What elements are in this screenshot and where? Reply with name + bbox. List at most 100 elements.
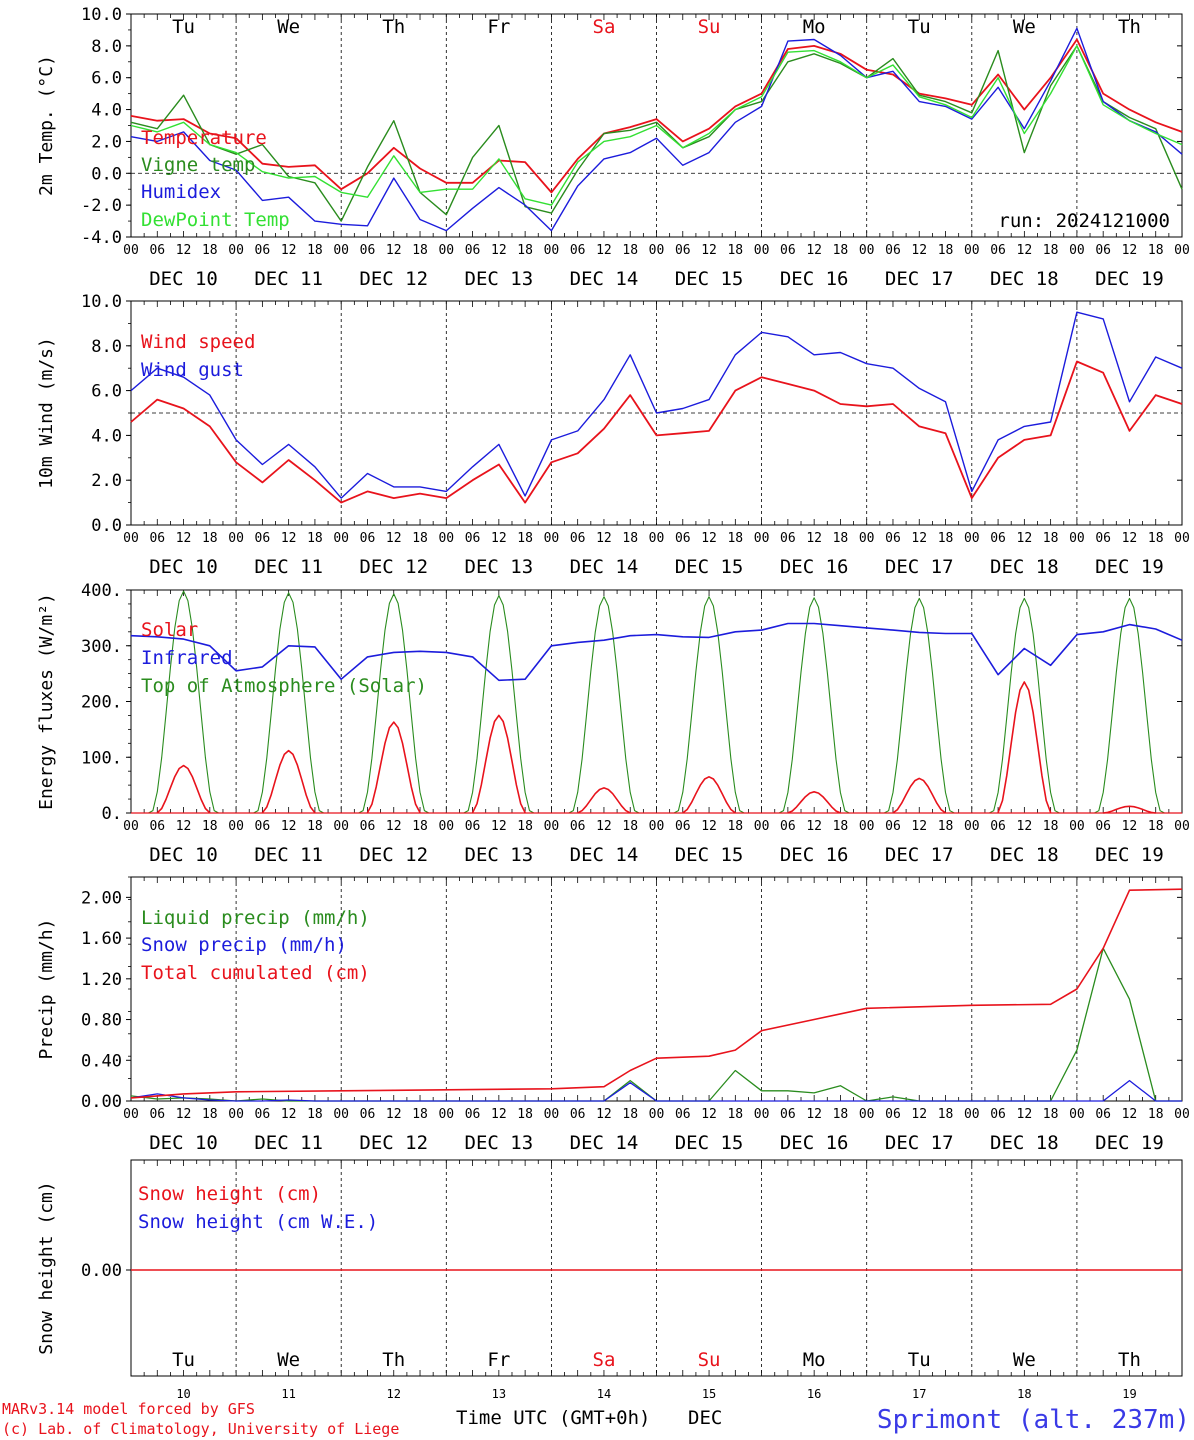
hour-tick-label: 12 [386,243,402,258]
station-label: Sprimont (alt. 237m) [877,1405,1190,1435]
hour-tick-label: 18 [1043,243,1059,258]
toa-bell [1094,597,1165,814]
y-axis-label: Precip (mm/h) [36,919,57,1060]
hour-tick-label: 00 [123,819,139,834]
date-label: DEC 13 [465,1132,534,1154]
y-tick-label: 100. [81,748,122,768]
weekday-label: Sa [593,1349,616,1371]
hour-tick-label: 18 [412,819,428,834]
hour-tick-label: 12 [1017,819,1033,834]
toa-bell [253,592,324,814]
hour-tick-label: 00 [964,243,980,258]
day-number-label: 16 [807,1387,821,1401]
hour-tick-label: 12 [701,1107,717,1122]
weekday-label: Th [382,16,405,38]
date-label: DEC 18 [990,268,1059,290]
hour-tick-label: 12 [491,1107,507,1122]
weekday-label: We [1013,1349,1036,1371]
legend-label: Infrared [141,647,233,669]
y-tick-label: 0.0 [91,516,122,536]
panel-snow: 0.00 Snow height (cm) Tu We Th Fr Sa Su Mo Tu We Th… [36,1159,1183,1401]
hour-tick-label: 12 [386,819,402,834]
y-tick-label: 2.00 [81,888,122,908]
y-tick-label: 1.60 [81,929,122,949]
date-label: DEC 15 [675,1132,744,1154]
y-tick-label: 8.0 [91,37,122,57]
y-tick-label: 0.40 [81,1051,122,1071]
hour-tick-label: 18 [307,243,323,258]
date-label: DEC 16 [780,844,849,866]
hour-tick-label: 12 [386,1107,402,1122]
date-label: DEC 12 [359,268,428,290]
y-tick-label: 0.00 [81,1261,122,1281]
hour-tick-label: 00 [228,531,244,546]
hour-tick-label: 06 [1095,243,1111,258]
solar-bump [892,777,946,814]
hour-tick-label: 12 [1122,531,1138,546]
hour-tick-label: 18 [1043,1107,1059,1122]
date-label: DEC 11 [254,1132,323,1154]
hour-tick-label: 00 [754,531,770,546]
hour-tick-label: 18 [1148,819,1164,834]
weekday-label: Tu [908,16,931,38]
hour-tick-label: 12 [1122,243,1138,258]
y-axis-label: Energy fluxes (W/m²) [36,593,57,810]
solar-bump [471,714,526,813]
date-label: DEC 10 [149,1132,218,1154]
day-number-label: 17 [912,1387,926,1401]
series-group [130,888,1183,1102]
solar-bump [261,749,316,814]
hour-tick-label: 00 [438,1107,454,1122]
hour-tick-label: 00 [1069,1107,1085,1122]
hour-tick-label: 12 [806,531,822,546]
weekday-label: Su [698,1349,721,1371]
day-number-label: 19 [1122,1387,1136,1401]
date-label: DEC 16 [780,556,849,578]
hour-tick-label: 00 [438,819,454,834]
weekday-label: Mo [803,1349,826,1371]
hour-tick-label: 06 [360,531,376,546]
hour-tick-label: 18 [938,531,954,546]
panel-energy: 0. 100. 200. 300. 400. Energy fluxes (W/m²) 00… [36,581,1190,866]
date-label: DEC 17 [885,268,954,290]
hour-tick-label: 18 [727,1107,743,1122]
hour-tick-label: 06 [465,243,481,258]
hour-tick-label: 06 [885,243,901,258]
hour-tick-label: 18 [1148,243,1164,258]
hour-tick-label: 06 [465,531,481,546]
hour-tick-label: 06 [675,531,691,546]
hour-tick-label: 06 [885,1107,901,1122]
hour-tick-label: 18 [727,243,743,258]
y-tick-label: 2.0 [91,132,122,152]
hour-tick-label: 12 [386,531,402,546]
solar-bump [577,787,631,814]
hour-tick-label: 06 [780,243,796,258]
hour-tick-label: 00 [649,1107,665,1122]
hour-tick-label: 00 [544,819,560,834]
hour-tick-label: 00 [333,531,349,546]
weekday-label: Su [698,16,721,38]
hour-tick-label: 06 [570,819,586,834]
y-tick-label: -2.0 [81,196,122,216]
hour-tick-label: 00 [228,819,244,834]
y-tick-label: 6.0 [91,382,122,402]
hour-tick-label: 06 [149,819,165,834]
solar-bump [1103,805,1156,814]
toa-bell [673,596,745,814]
date-label: DEC 10 [149,844,218,866]
y-tick-label: 2.0 [91,471,122,491]
date-label: DEC 17 [885,844,954,866]
hour-tick-label: 00 [649,819,665,834]
hour-tick-label: 12 [176,1107,192,1122]
y-tick-label: 6.0 [91,69,122,89]
hour-tick-label: 18 [622,243,638,258]
legend-label: Humidex [141,181,221,203]
series-line-3 [130,45,1183,206]
panel-precip: 0.00 0.40 0.80 1.20 1.60 2.00 Precip (mm/h) 00 0… [36,876,1190,1154]
date-label: DEC 18 [990,1132,1059,1154]
hour-tick-label: 18 [727,531,743,546]
hour-tick-label: 18 [202,531,218,546]
hour-tick-label: 00 [123,531,139,546]
date-label: DEC 11 [254,844,323,866]
